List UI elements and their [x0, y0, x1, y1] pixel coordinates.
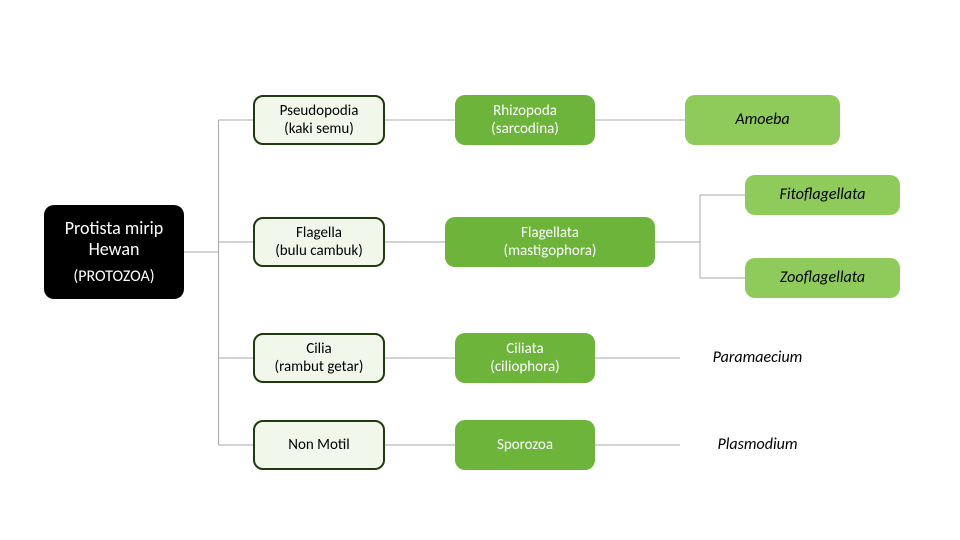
pseudopodia-line1: Pseudopodia [280, 102, 359, 120]
rhizopoda-line2: (sarcodina) [491, 120, 559, 138]
node-paramaecium: Paramaecium [680, 333, 835, 383]
nonmotil-line1: Non Motil [288, 436, 349, 454]
flagellata-line2: (mastigophora) [504, 242, 597, 260]
plasmodium-text: Plasmodium [717, 435, 797, 454]
ciliata-line2: (ciliophora) [490, 358, 559, 376]
node-fitoflagellata: Fitoflagellata [745, 175, 900, 215]
cilia-line1: Cilia [306, 340, 332, 358]
node-plasmodium: Plasmodium [680, 420, 835, 470]
ciliata-line1: Ciliata [506, 340, 543, 358]
node-cilia: Cilia (rambut getar) [253, 333, 385, 383]
root-line1: Protista mirip [65, 218, 164, 240]
node-pseudopodia: Pseudopodia (kaki semu) [253, 95, 385, 145]
fitoflagellata-text: Fitoflagellata [780, 185, 866, 204]
amoeba-text: Amoeba [735, 110, 789, 129]
node-amoeba: Amoeba [685, 95, 840, 145]
node-sporozoa: Sporozoa [455, 420, 595, 470]
node-flagellata: Flagellata (mastigophora) [445, 217, 655, 267]
node-zooflagellata: Zooflagellata [745, 258, 900, 298]
rhizopoda-line1: Rhizopoda [493, 102, 557, 120]
root-node: Protista mirip Hewan (PROTOZOA) [44, 205, 184, 299]
flagella-line1: Flagella [296, 224, 342, 242]
node-flagella: Flagella (bulu cambuk) [253, 217, 385, 267]
zooflagellata-text: Zooflagellata [780, 268, 865, 287]
cilia-line2: (rambut getar) [275, 358, 364, 376]
node-ciliata: Ciliata (ciliophora) [455, 333, 595, 383]
node-nonmotil: Non Motil [253, 420, 385, 470]
flagella-line2: (bulu cambuk) [275, 242, 363, 260]
flagellata-line1: Flagellata [521, 224, 579, 242]
sporozoa-line1: Sporozoa [497, 436, 553, 454]
root-line3: (PROTOZOA) [73, 267, 154, 286]
paramaecium-text: Paramaecium [713, 348, 803, 367]
root-line2: Hewan [89, 239, 140, 261]
node-rhizopoda: Rhizopoda (sarcodina) [455, 95, 595, 145]
pseudopodia-line2: (kaki semu) [284, 120, 354, 138]
